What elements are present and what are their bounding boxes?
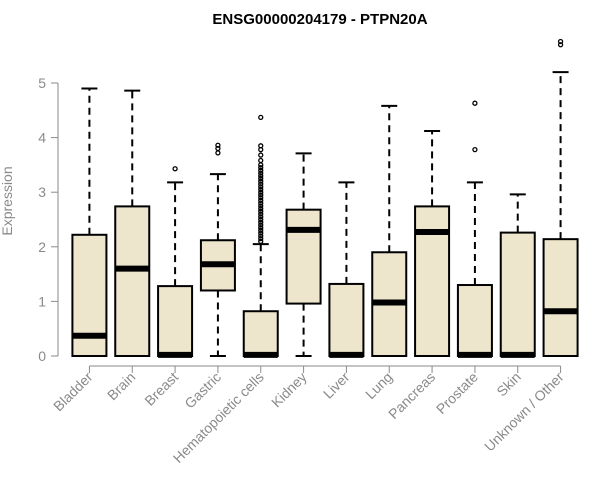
outlier-point — [258, 197, 264, 204]
outlier-point — [472, 100, 478, 106]
box-group — [199, 142, 236, 357]
y-tick-label: 2 — [38, 239, 46, 255]
x-tick-label: Lung — [362, 369, 395, 402]
outlier-point — [258, 170, 264, 176]
x-tick-label: Pancreas — [385, 369, 438, 422]
x-tick-label: Prostate — [433, 369, 481, 417]
boxes-layer — [71, 38, 579, 358]
axes: 0 1 2 3 4 5 — [38, 75, 562, 373]
box-group — [285, 152, 322, 357]
outlier-point — [258, 233, 264, 239]
outlier-point — [258, 225, 264, 231]
box-group — [542, 38, 579, 358]
y-tick-label: 5 — [38, 75, 46, 91]
y-tick-label: 3 — [38, 184, 46, 200]
outlier-point — [258, 219, 264, 225]
outlier-point — [258, 211, 264, 217]
outlier-point — [258, 208, 264, 214]
x-tick-label: Brain — [104, 369, 138, 403]
box — [542, 238, 579, 358]
outlier-point — [258, 235, 264, 242]
outlier-point — [557, 38, 564, 45]
x-tick-label: Gastric — [181, 369, 224, 412]
box-group — [71, 87, 108, 357]
outlier-point — [258, 157, 264, 164]
box-group — [456, 100, 493, 358]
outlier-point — [258, 184, 264, 190]
outlier-point — [258, 227, 264, 234]
x-tick-label: Bladder — [50, 369, 96, 415]
chart-title: ENSG00000204179 - PTPN20A — [212, 11, 427, 28]
outlier-point — [258, 222, 264, 228]
box — [328, 282, 365, 358]
outlier-point — [258, 162, 264, 168]
outlier-point — [172, 166, 178, 172]
outlier-point — [258, 200, 264, 206]
box — [157, 285, 194, 357]
outlier-point — [258, 203, 264, 209]
outlier-point — [258, 167, 264, 174]
outlier-point — [258, 230, 264, 236]
outlier-point — [258, 114, 264, 121]
outlier-point — [258, 216, 264, 223]
outlier-point — [215, 150, 221, 156]
y-tick-label: 4 — [38, 130, 46, 146]
outlier-point — [258, 181, 264, 187]
outlier-point — [215, 145, 221, 152]
y-axis-label: Expression — [0, 166, 15, 235]
outlier-point — [258, 195, 264, 201]
outlier-point — [258, 214, 264, 220]
outlier-point — [557, 42, 564, 48]
outlier-point — [258, 164, 264, 171]
box — [499, 231, 536, 357]
outlier-point — [258, 238, 264, 244]
box — [285, 208, 322, 305]
box-group — [414, 130, 451, 357]
outlier-point — [258, 189, 264, 195]
box-group — [114, 89, 151, 357]
box-group — [242, 114, 279, 358]
outlier-point — [258, 152, 264, 158]
outlier-point — [258, 178, 264, 184]
box-group — [499, 193, 536, 358]
box-group — [157, 166, 194, 358]
outlier-point — [258, 186, 264, 193]
box-group — [328, 181, 365, 358]
x-tick-label: Breast — [141, 369, 181, 409]
x-tick-label: Liver — [320, 369, 353, 402]
box-group — [371, 104, 408, 357]
outlier-point — [258, 173, 264, 179]
box — [414, 205, 451, 357]
box — [456, 284, 493, 357]
x-tick-label: Skin — [493, 369, 524, 400]
box — [114, 205, 151, 357]
y-tick-label: 1 — [38, 293, 46, 309]
outlier-point — [258, 175, 264, 182]
x-tick-label: Unknown / Other — [481, 369, 567, 455]
box — [242, 310, 279, 357]
outlier-point — [258, 192, 264, 198]
outlier-point — [258, 205, 264, 212]
outlier-point — [472, 146, 478, 153]
outlier-point — [258, 143, 264, 149]
x-tick-label: Kidney — [268, 369, 310, 411]
y-tick-label: 0 — [38, 348, 46, 364]
outlier-point — [215, 142, 221, 148]
